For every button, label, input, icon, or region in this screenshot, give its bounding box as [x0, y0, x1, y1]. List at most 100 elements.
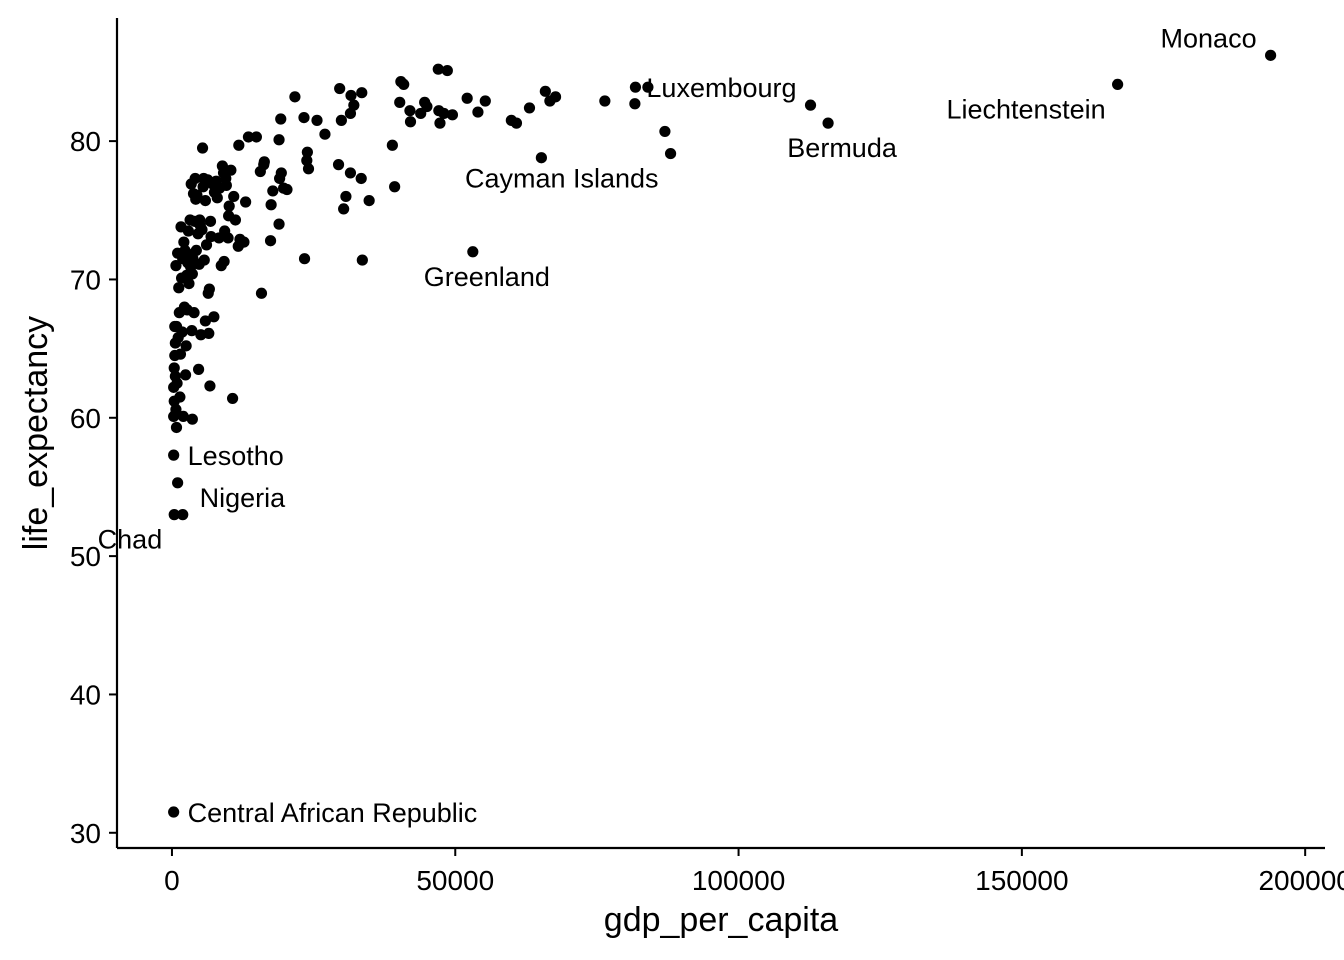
- data-point: [419, 96, 431, 108]
- data-point: [197, 181, 209, 193]
- data-point: [363, 195, 375, 207]
- point-labels: Monaco Liechtenstein Luxembourg Bermuda Caym…: [98, 23, 1257, 828]
- data-point: [335, 114, 347, 126]
- data-point: [345, 89, 357, 102]
- x-tick-label: 50000: [416, 865, 494, 896]
- data-point: [169, 349, 181, 362]
- data-point: [523, 102, 536, 114]
- data-point: [355, 172, 367, 185]
- data-point: [198, 172, 210, 185]
- data-point: [544, 95, 556, 107]
- data-point: [265, 199, 277, 211]
- point-label: Central African Republic: [188, 798, 478, 828]
- data-point: [168, 449, 180, 461]
- data-point: [199, 195, 211, 207]
- point-label: Bermuda: [787, 133, 898, 163]
- data-point: [804, 99, 817, 111]
- data-point: [172, 247, 184, 259]
- data-point: [177, 509, 189, 521]
- data-point: [204, 215, 217, 227]
- data-point: [298, 253, 311, 265]
- data-point: [232, 240, 244, 252]
- x-tick-label: 150000: [975, 865, 1068, 896]
- data-point: [301, 154, 313, 167]
- data-point: [223, 210, 235, 222]
- data-point: [386, 139, 398, 151]
- data-points: [168, 49, 1277, 818]
- point-label: Nigeria: [200, 483, 287, 513]
- data-point: [629, 81, 642, 93]
- data-point: [228, 190, 240, 203]
- data-point: [505, 114, 517, 126]
- data-point: [199, 315, 211, 327]
- data-point: [208, 311, 220, 323]
- data-point: [169, 370, 181, 382]
- point-label: Chad: [98, 525, 163, 555]
- data-point: [275, 113, 287, 125]
- point-label: Liechtenstein: [946, 94, 1105, 124]
- data-point: [204, 380, 216, 392]
- data-point: [822, 117, 834, 129]
- data-point: [170, 421, 183, 434]
- data-point: [539, 85, 551, 97]
- data-point: [175, 272, 188, 284]
- data-point: [664, 147, 677, 160]
- y-tick-label: 30: [70, 818, 101, 849]
- data-point: [242, 131, 255, 143]
- data-point: [180, 340, 192, 352]
- data-point: [200, 239, 213, 251]
- data-point: [332, 159, 345, 171]
- data-point: [205, 230, 217, 243]
- data-point: [629, 98, 641, 110]
- data-point: [1265, 49, 1277, 61]
- data-point: [208, 186, 221, 198]
- data-point: [215, 260, 227, 272]
- data-point: [415, 107, 427, 120]
- data-point: [202, 287, 214, 299]
- data-point: [168, 806, 180, 818]
- data-point: [472, 106, 484, 118]
- data-point: [441, 64, 453, 77]
- data-point: [274, 172, 286, 185]
- data-point: [338, 203, 350, 215]
- data-point: [223, 200, 235, 212]
- data-point: [356, 87, 368, 99]
- data-point: [196, 142, 209, 154]
- point-label: Greenland: [424, 262, 550, 292]
- y-tick-label: 40: [70, 679, 101, 710]
- data-point: [226, 392, 239, 405]
- data-point: [172, 477, 184, 489]
- y-axis-ticks: 30 40 50 60 70 80: [70, 126, 117, 849]
- data-point: [168, 509, 180, 521]
- data-point: [170, 260, 182, 272]
- data-point: [404, 105, 416, 117]
- x-axis-ticks: 0 50000 100000 150000 200000: [164, 848, 1344, 896]
- data-point: [404, 116, 417, 128]
- data-point: [395, 76, 407, 88]
- data-point: [535, 152, 547, 164]
- data-point: [168, 410, 180, 422]
- data-point: [273, 218, 285, 230]
- data-point: [659, 125, 671, 138]
- x-tick-label: 200000: [1258, 865, 1344, 896]
- data-point: [240, 196, 252, 208]
- point-label: Monaco: [1161, 23, 1257, 53]
- data-point: [250, 131, 262, 143]
- data-point: [255, 287, 268, 299]
- data-point: [185, 178, 197, 190]
- data-point: [233, 139, 245, 151]
- data-point: [173, 282, 185, 294]
- data-point: [298, 112, 310, 124]
- data-point: [178, 236, 190, 248]
- data-point: [195, 329, 207, 341]
- data-point: [273, 134, 285, 146]
- data-point: [192, 228, 204, 240]
- data-point: [277, 182, 290, 194]
- point-label: Lesotho: [188, 441, 284, 471]
- data-point: [356, 254, 368, 266]
- data-point: [301, 146, 313, 158]
- data-point: [168, 395, 180, 407]
- x-tick-label: 0: [164, 865, 180, 896]
- data-point: [184, 214, 196, 226]
- data-point: [267, 185, 279, 197]
